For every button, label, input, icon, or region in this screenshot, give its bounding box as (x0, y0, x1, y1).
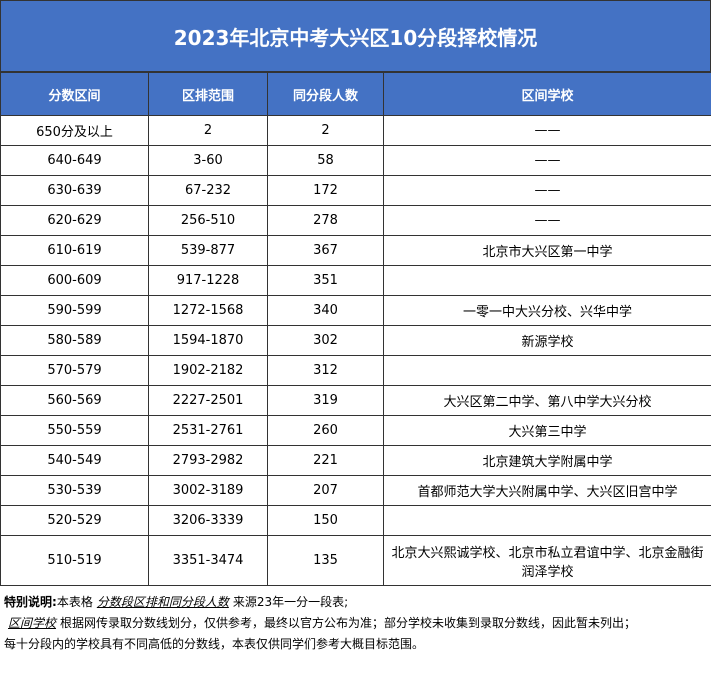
table-cell: 600-609 (0, 265, 149, 296)
note-text: 分数段区排和同分段人数 (96, 595, 229, 609)
table-cell: 520-529 (0, 505, 149, 536)
table-cell: 3002-3189 (148, 475, 268, 506)
table-cell: 570-579 (0, 355, 149, 386)
table-cell: 510-519 (0, 535, 149, 586)
table-row: 610-619 539-877 367 北京市大兴区第一中学 (0, 235, 711, 266)
table-cell: 2227-2501 (148, 385, 268, 416)
table-cell: 北京建筑大学附属中学 (383, 445, 711, 476)
table-cell (383, 505, 711, 536)
table-cell: 312 (267, 355, 384, 386)
table-cell: 150 (267, 505, 384, 536)
table-cell: 530-539 (0, 475, 149, 506)
table: 分数区间 区排范围 同分段人数 区间学校 650分及以上 2 2 —— 640-649 3-60… (0, 72, 711, 586)
table-row: 570-579 1902-2182 312 (0, 355, 711, 386)
table-row: 640-649 3-60 58 —— (0, 145, 711, 176)
table-cell: 580-589 (0, 325, 149, 356)
table-row: 530-539 3002-3189 207 首都师范大学大兴附属中学、大兴区旧宫中学 (0, 475, 711, 506)
column-header: 区排范围 (148, 72, 268, 116)
column-header: 分数区间 (0, 72, 149, 116)
table-cell: 620-629 (0, 205, 149, 236)
header-row: 分数区间 区排范围 同分段人数 区间学校 (0, 72, 711, 116)
table-cell: 630-639 (0, 175, 149, 206)
table-cell (383, 265, 711, 296)
table-row: 630-639 67-232 172 —— (0, 175, 711, 206)
table-cell: 1902-2182 (148, 355, 268, 386)
table-cell: 590-599 (0, 295, 149, 326)
table-cell: 560-569 (0, 385, 149, 416)
table-cell: 2531-2761 (148, 415, 268, 446)
table-cell: 172 (267, 175, 384, 206)
table-cell: 大兴第三中学 (383, 415, 711, 446)
table-cell: 650分及以上 (0, 115, 149, 146)
table-cell: 1272-1568 (148, 295, 268, 326)
notes: 特别说明:本表格 分数段区排和同分段人数 来源23年一分一段表; 区间学校 根据网传录取… (0, 586, 711, 661)
table-cell: 135 (267, 535, 384, 586)
table-cell: 302 (267, 325, 384, 356)
table-cell: 917-1228 (148, 265, 268, 296)
table-row: 550-559 2531-2761 260 大兴第三中学 (0, 415, 711, 446)
table-cell: 610-619 (0, 235, 149, 266)
table-cell: 207 (267, 475, 384, 506)
table-row: 650分及以上 2 2 —— (0, 115, 711, 146)
table-cell: —— (383, 175, 711, 206)
table-cell: 221 (267, 445, 384, 476)
table-cell: 北京市大兴区第一中学 (383, 235, 711, 266)
table-cell: 640-649 (0, 145, 149, 176)
table-cell: 大兴区第二中学、第八中学大兴分校 (383, 385, 711, 416)
table-cell: 2 (267, 115, 384, 146)
table-cell: 260 (267, 415, 384, 446)
table-cell (383, 355, 711, 386)
note-text: 根据网传录取分数线划分，仅供参考，最终以官方公布为准；部分学校未收集到录取分数线… (60, 616, 637, 630)
note-text: 特别说明: (4, 595, 57, 609)
table-row: 510-519 3351-3474 135 北京大兴熙诚学校、北京市私立君谊中学、北京… (0, 535, 711, 586)
table-cell: 58 (267, 145, 384, 176)
table-cell: 3-60 (148, 145, 268, 176)
table-cell: 2 (148, 115, 268, 146)
table-cell: 340 (267, 295, 384, 326)
table-cell: 2793-2982 (148, 445, 268, 476)
table-cell: 一零一中大兴分校、兴华中学 (383, 295, 711, 326)
table-cell: —— (383, 205, 711, 236)
table-cell: 1594-1870 (148, 325, 268, 356)
table-cell: 539-877 (148, 235, 268, 266)
table-cell: 67-232 (148, 175, 268, 206)
note-line: 特别说明:本表格 分数段区排和同分段人数 来源23年一分一段表; (4, 592, 707, 613)
table-cell: 3206-3339 (148, 505, 268, 536)
table-row: 540-549 2793-2982 221 北京建筑大学附属中学 (0, 445, 711, 476)
table-row: 590-599 1272-1568 340 一零一中大兴分校、兴华中学 (0, 295, 711, 326)
table-row: 580-589 1594-1870 302 新源学校 (0, 325, 711, 356)
table-cell: 550-559 (0, 415, 149, 446)
table-cell: 367 (267, 235, 384, 266)
table-cell: 新源学校 (383, 325, 711, 356)
table-row: 560-569 2227-2501 319 大兴区第二中学、第八中学大兴分校 (0, 385, 711, 416)
table-cell: 351 (267, 265, 384, 296)
table-row: 620-629 256-510 278 —— (0, 205, 711, 236)
table-row: 520-529 3206-3339 150 (0, 505, 711, 536)
table-cell: 256-510 (148, 205, 268, 236)
table-cell: 319 (267, 385, 384, 416)
table-cell: —— (383, 145, 711, 176)
column-header: 区间学校 (383, 72, 711, 116)
note-line: 每十分段内的学校具有不同高低的分数线，本表仅供同学们参考大概目标范围。 (4, 634, 707, 655)
table-cell: 首都师范大学大兴附属中学、大兴区旧宫中学 (383, 475, 711, 506)
table-row: 600-609 917-1228 351 (0, 265, 711, 296)
table-cell: 北京大兴熙诚学校、北京市私立君谊中学、北京金融街润泽学校 (383, 535, 711, 586)
table-cell: —— (383, 115, 711, 146)
table-cell: 3351-3474 (148, 535, 268, 586)
title: 2023年北京中考大兴区10分段择校情况 (0, 0, 711, 72)
note-line: 区间学校 根据网传录取分数线划分，仅供参考，最终以官方公布为准；部分学校未收集到录… (4, 613, 707, 634)
column-header: 同分段人数 (267, 72, 384, 116)
note-text: 区间学校 (8, 616, 57, 630)
table-cell: 278 (267, 205, 384, 236)
note-text: 本表格 (56, 595, 93, 609)
table-body: 650分及以上 2 2 —— 640-649 3-60 58 —— 630-639 67-232 1… (0, 115, 711, 586)
note-text: 来源23年一分一段表; (232, 595, 349, 609)
table-cell: 540-549 (0, 445, 149, 476)
note-text: 每十分段内的学校具有不同高低的分数线，本表仅供同学们参考大概目标范围。 (4, 637, 425, 651)
